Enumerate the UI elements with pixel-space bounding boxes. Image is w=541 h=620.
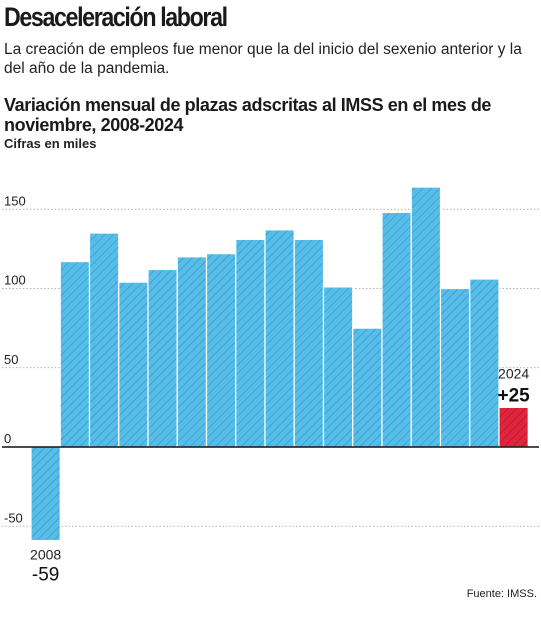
bar-hatch — [89, 233, 119, 447]
annotations: 2008 -59 2024 +25 — [30, 365, 530, 585]
bar-hatch — [148, 269, 178, 447]
bar-2024 — [498, 406, 529, 448]
bar-hatch — [235, 239, 265, 447]
bar-2012 — [147, 268, 178, 448]
bar-2023 — [469, 278, 500, 448]
bar-hatch — [60, 261, 90, 447]
bar-hatch — [265, 229, 295, 447]
y-tick-label: 0 — [4, 431, 11, 446]
bar-hatch — [323, 286, 353, 447]
bar-hatch — [440, 288, 470, 447]
bar-hatch — [177, 256, 207, 447]
bar-2013 — [176, 256, 208, 448]
y-tick-label: -50 — [4, 510, 23, 525]
bar-2020 — [381, 211, 412, 448]
bar-hatch — [352, 328, 382, 447]
annotation-value-last: +25 — [498, 385, 531, 406]
bar-hatch — [294, 239, 324, 447]
bar-2008 — [30, 446, 61, 542]
y-tick-label: 50 — [4, 352, 18, 367]
chart-title: Variación mensual de plazas adscritas al… — [4, 95, 492, 135]
y-tick-label: 150 — [4, 193, 26, 208]
bar-2021 — [410, 186, 442, 448]
bar-hatch — [469, 278, 499, 447]
chart-units: Cifras en miles — [4, 136, 97, 151]
bar-2015 — [235, 238, 266, 448]
y-tick-labels: 150 100 50 0 -50 — [4, 193, 26, 525]
bar-2018 — [322, 286, 354, 448]
bar-hatch — [411, 187, 441, 447]
bar-2022 — [439, 287, 471, 448]
bar-2016 — [264, 229, 295, 448]
bar-2017 — [293, 238, 325, 448]
bar-hatch — [31, 447, 61, 541]
bar-2011 — [118, 281, 149, 448]
bar-2009 — [59, 260, 91, 448]
bar-hatch — [499, 407, 529, 447]
annotation-year-last: 2024 — [498, 365, 529, 381]
annotation-year-first: 2008 — [30, 547, 61, 563]
bar-2019 — [352, 327, 383, 448]
dek: La creación de empleos fue menor que la … — [4, 41, 522, 77]
annotation-value-first: -59 — [32, 565, 59, 586]
bar-hatch — [382, 212, 412, 447]
headline: Desaceleración laboral — [4, 2, 228, 32]
bar-2010 — [88, 232, 120, 448]
bar-hatch — [206, 253, 236, 447]
source-note: Fuente: IMSS. — [466, 588, 537, 600]
y-tick-label: 100 — [4, 273, 26, 288]
bars — [30, 186, 529, 542]
bar-hatch — [118, 282, 148, 447]
bar-2014 — [205, 253, 237, 448]
